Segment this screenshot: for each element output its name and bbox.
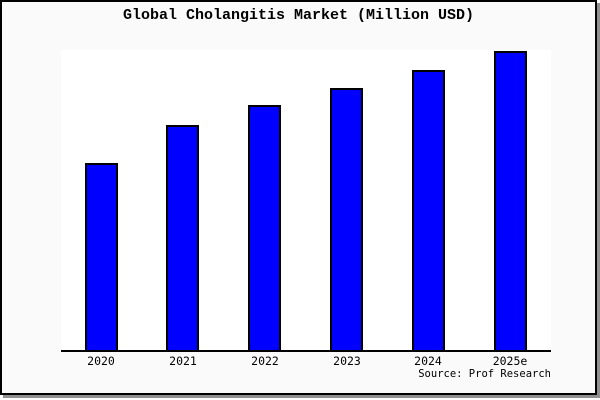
bar-2024 — [412, 70, 445, 350]
x-tick-label-2022: 2022 — [251, 354, 279, 368]
bar-2020 — [85, 163, 118, 350]
x-tick-label-2021: 2021 — [169, 354, 197, 368]
source-note: Source: Prof Research — [418, 368, 551, 380]
bar-2023 — [330, 88, 363, 350]
x-axis-ticks: 2020 2021 2022 2023 2024 2025e — [2, 354, 595, 370]
x-tick-label-2024: 2024 — [414, 354, 442, 368]
chart-title: Global Cholangitis Market (Million USD) — [122, 7, 475, 24]
x-tick-label-2023: 2023 — [333, 354, 361, 368]
x-tick-label-2025e: 2025e — [492, 354, 528, 368]
x-tick-label-2020: 2020 — [87, 354, 115, 368]
plot-area — [61, 50, 551, 352]
bar-2022 — [248, 105, 281, 350]
bar-2021 — [166, 125, 199, 350]
bar-2025e — [494, 51, 527, 350]
